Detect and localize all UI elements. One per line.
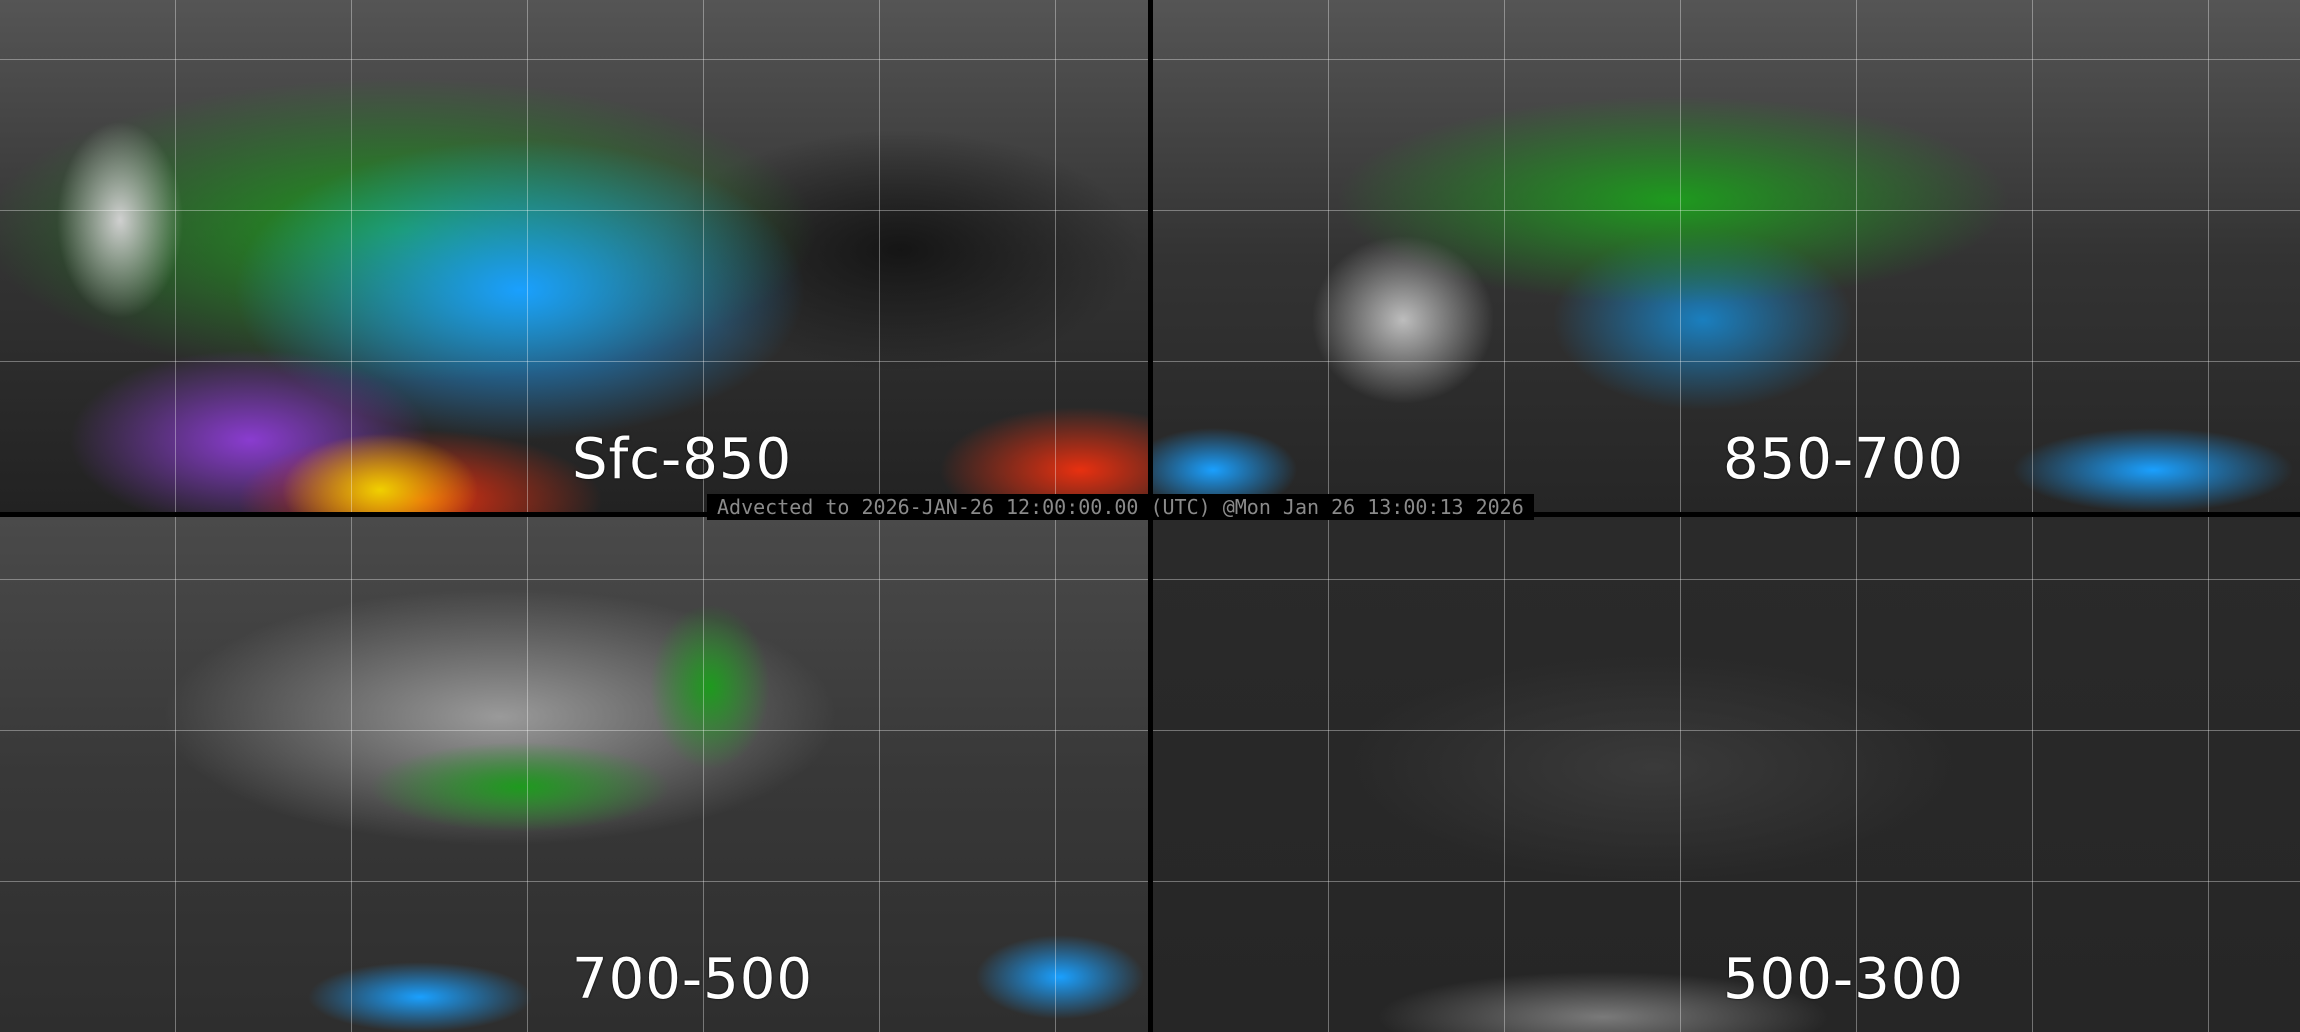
layer-label: 850-700 xyxy=(1723,427,1964,492)
layer-label: Sfc-850 xyxy=(572,427,793,492)
moisture-field xyxy=(0,517,1148,1032)
timestamp-banner: Advected to 2026-JAN-26 12:00:00.00 (UTC… xyxy=(707,494,1534,520)
lat-lon-grid xyxy=(1153,517,2300,1032)
panel-sfc-850: Sfc-850 xyxy=(0,0,1148,512)
moisture-field xyxy=(1153,517,2300,1032)
layer-label: 500-300 xyxy=(1723,947,1964,1012)
moisture-field xyxy=(1153,0,2300,512)
lat-lon-grid xyxy=(0,517,1148,1032)
lat-lon-grid xyxy=(0,0,1148,512)
panel-700-500: 700-500 xyxy=(0,517,1148,1032)
layer-label: 700-500 xyxy=(572,947,813,1012)
moisture-field xyxy=(0,0,1148,512)
panel-850-700: 850-700 xyxy=(1153,0,2300,512)
panel-500-300: 500-300 xyxy=(1153,517,2300,1032)
lat-lon-grid xyxy=(1153,0,2300,512)
